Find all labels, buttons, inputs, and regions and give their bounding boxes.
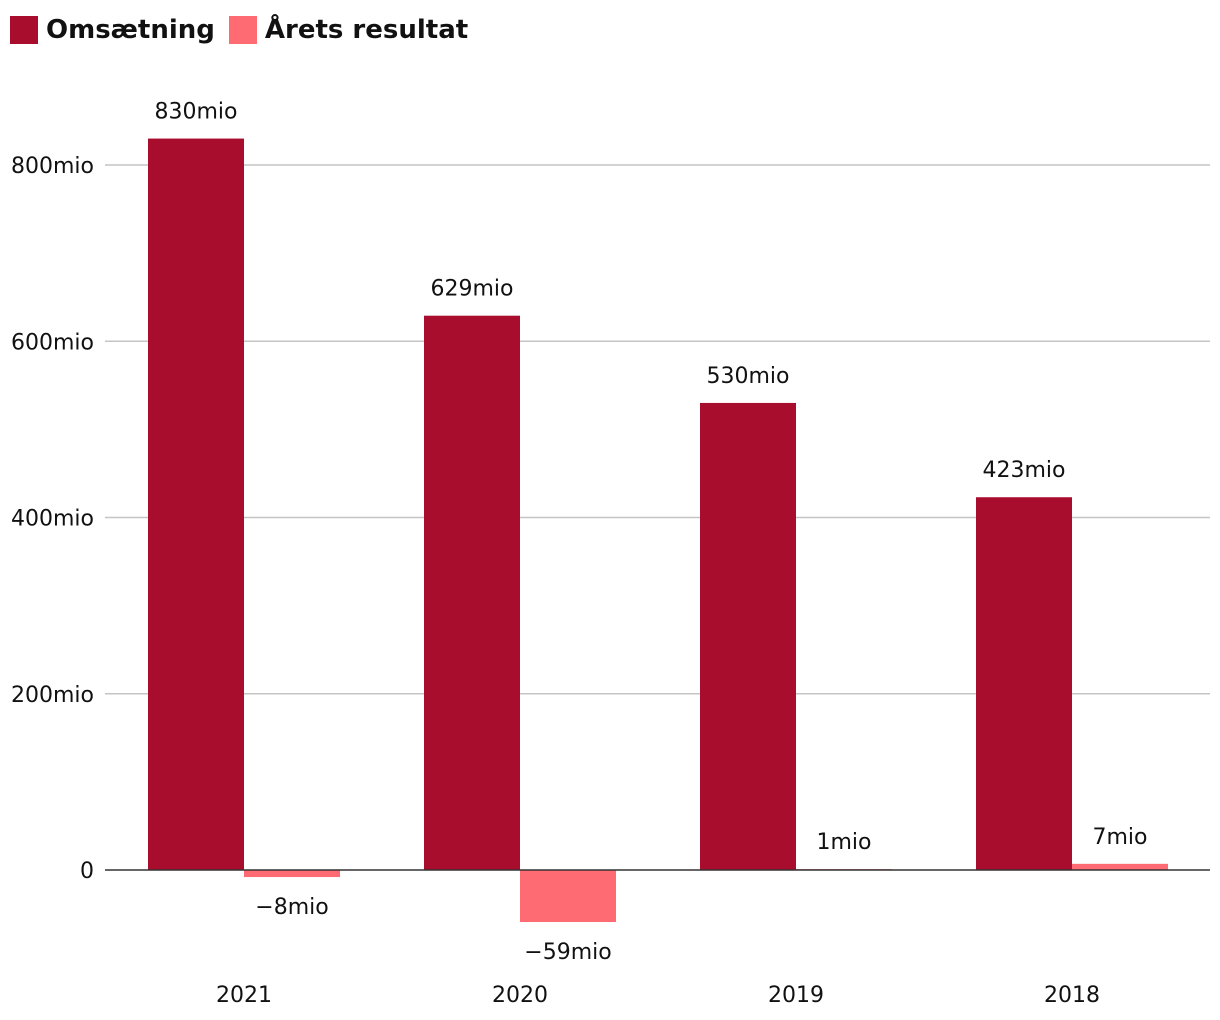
- bar-arets-resultat-2020: [520, 870, 616, 922]
- data-label-omsaetning-2018: 423mio: [983, 458, 1066, 483]
- x-tick-label-2020: 2020: [492, 983, 548, 1008]
- y-tick-label: 600mio: [11, 330, 94, 355]
- x-tick-label-2021: 2021: [216, 983, 272, 1008]
- legend-item-arets-resultat: Årets resultat: [228, 15, 469, 45]
- bar-omsaetning-2019: [700, 402, 796, 870]
- bar-arets-resultat-2018: [1072, 863, 1168, 870]
- data-labels: 830mio −8mio 629mio −59mio 530mio 1mio 423mio 7…: [155, 100, 1148, 965]
- y-axis-tick-labels: 0 200mio 400mio 600mio 800mio: [11, 154, 94, 884]
- legend-label-arets-resultat: Årets resultat: [264, 15, 469, 45]
- bar-omsaetning-2021: [148, 138, 244, 870]
- chart-legend: Omsætning Årets resultat: [10, 14, 482, 46]
- legend-label-omsaetning: Omsætning: [46, 15, 215, 45]
- x-tick-label-2018: 2018: [1044, 983, 1100, 1008]
- y-tick-label: 0: [80, 859, 94, 884]
- bars: [148, 138, 1168, 922]
- data-label-arets-resultat-2020: −59mio: [524, 940, 611, 965]
- data-label-arets-resultat-2018: 7mio: [1093, 825, 1148, 850]
- y-tick-label: 400mio: [11, 507, 94, 532]
- legend-swatch-arets-resultat: [228, 16, 257, 44]
- data-label-arets-resultat-2021: −8mio: [255, 895, 328, 920]
- data-label-omsaetning-2019: 530mio: [707, 364, 790, 389]
- y-tick-label: 800mio: [11, 154, 94, 179]
- data-label-arets-resultat-2019: 1mio: [817, 830, 872, 855]
- data-label-omsaetning-2021: 830mio: [155, 100, 238, 125]
- legend-item-omsaetning: Omsætning: [10, 15, 215, 45]
- x-axis-tick-labels: 2021 2020 2019 2018: [216, 983, 1100, 1008]
- legend-swatch-omsaetning: [10, 16, 38, 44]
- bar-omsaetning-2020: [424, 315, 520, 871]
- bar-arets-resultat-2021: [244, 870, 340, 878]
- x-tick-label-2019: 2019: [768, 983, 824, 1008]
- y-tick-label: 200mio: [11, 683, 94, 708]
- bar-omsaetning-2018: [976, 497, 1072, 870]
- data-label-omsaetning-2020: 629mio: [431, 277, 514, 302]
